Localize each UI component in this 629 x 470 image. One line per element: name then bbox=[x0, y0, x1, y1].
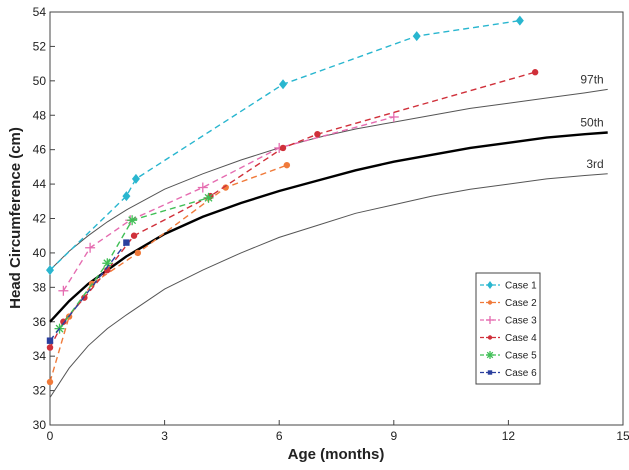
data-point-case-5 bbox=[127, 215, 138, 226]
series-line-case-6 bbox=[49, 242, 127, 342]
data-point-case-1 bbox=[131, 173, 140, 184]
data-point-case-5-d bbox=[204, 193, 213, 202]
x-tick-label: 6 bbox=[276, 429, 283, 443]
reference-label-97th: 97th bbox=[580, 72, 603, 86]
legend-label-case-5: Case 5 bbox=[505, 351, 537, 362]
y-tick-label: 50 bbox=[33, 74, 47, 88]
series-line-case-1 bbox=[49, 19, 521, 271]
y-tick-label: 52 bbox=[33, 39, 47, 53]
y-tick-label: 38 bbox=[33, 280, 47, 294]
series-case-1 bbox=[46, 15, 524, 276]
data-point-case-1 bbox=[515, 15, 524, 26]
data-point-case-2 bbox=[283, 161, 291, 169]
legend-marker-case-5-d bbox=[486, 351, 494, 359]
series-line-case-5 bbox=[58, 197, 209, 330]
data-point-case-6 bbox=[46, 337, 54, 344]
data-point-case-1 bbox=[46, 265, 54, 276]
legend-label-case-2: Case 2 bbox=[505, 298, 537, 309]
data-point-case-5-d bbox=[128, 216, 137, 225]
legend-marker-case-5 bbox=[486, 351, 494, 359]
x-tick-label: 0 bbox=[47, 429, 54, 443]
y-tick-label: 48 bbox=[33, 108, 47, 122]
data-point-case-4 bbox=[130, 232, 138, 239]
data-point-case-3 bbox=[58, 285, 69, 296]
data-point-case-4 bbox=[279, 144, 287, 152]
legend-label-case-4: Case 4 bbox=[505, 333, 537, 344]
data-point-case-6 bbox=[123, 239, 130, 246]
legend-marker-case-4 bbox=[487, 335, 493, 340]
series-case-5 bbox=[54, 192, 214, 334]
legend-marker-case-3 bbox=[486, 316, 494, 324]
data-point-case-5-d bbox=[103, 259, 112, 268]
legend: Case 1 Case 2 Case 3 Case 4 Case 5 Case 6 bbox=[475, 272, 541, 385]
y-tick-label: 36 bbox=[33, 315, 47, 329]
data-point-case-1 bbox=[122, 191, 131, 202]
y-tick-label: 54 bbox=[33, 5, 47, 19]
x-axis-title: Age (months) bbox=[288, 446, 385, 463]
data-point-case-4 bbox=[46, 344, 54, 351]
series-case-4 bbox=[46, 69, 539, 351]
series-line-case-2 bbox=[49, 164, 288, 383]
y-tick-label: 30 bbox=[33, 418, 47, 432]
legend-label-case-6: Case 6 bbox=[505, 368, 537, 379]
y-tick-label: 34 bbox=[33, 349, 47, 363]
legend-box bbox=[475, 272, 541, 385]
data-point-case-4 bbox=[531, 69, 539, 76]
y-tick-label: 32 bbox=[33, 384, 47, 398]
data-point-case-4 bbox=[314, 130, 321, 138]
data-point-case-2 bbox=[46, 378, 54, 386]
legend-marker-case-2 bbox=[487, 300, 493, 305]
data-point-case-1 bbox=[279, 79, 288, 90]
reference-curve-50th bbox=[49, 131, 608, 323]
legend-label-case-1: Case 1 bbox=[505, 281, 537, 292]
x-tick-label: 12 bbox=[502, 429, 516, 443]
y-tick-label: 40 bbox=[33, 246, 47, 260]
data-point-case-2 bbox=[134, 249, 142, 257]
legend-label-case-3: Case 3 bbox=[505, 316, 537, 327]
series-line-case-4 bbox=[49, 71, 536, 348]
y-tick-label: 42 bbox=[33, 212, 47, 226]
x-tick-label: 9 bbox=[390, 429, 397, 443]
y-tick-label: 46 bbox=[33, 143, 47, 157]
data-point-case-3 bbox=[85, 242, 96, 253]
legend-marker-case-1 bbox=[487, 281, 493, 289]
x-tick-label: 15 bbox=[616, 429, 629, 443]
y-axis-title: Head Circumference (cm) bbox=[7, 127, 24, 309]
series-case-3 bbox=[58, 111, 399, 296]
data-point-case-2 bbox=[222, 184, 229, 191]
data-point-case-3 bbox=[388, 111, 399, 122]
reference-label-3rd: 3rd bbox=[586, 157, 603, 171]
data-point-case-5 bbox=[203, 192, 214, 203]
legend-marker-case-6 bbox=[487, 370, 493, 375]
reference-label-50th: 50th bbox=[580, 115, 603, 129]
series-case-6 bbox=[46, 239, 130, 344]
reference-curve-3rd bbox=[49, 173, 608, 398]
data-point-case-3 bbox=[197, 182, 208, 193]
series-layer bbox=[46, 15, 539, 386]
y-tick-label: 44 bbox=[33, 177, 47, 191]
x-tick-label: 3 bbox=[161, 429, 168, 443]
data-point-case-1 bbox=[412, 31, 421, 42]
series-line-case-3 bbox=[62, 116, 394, 292]
